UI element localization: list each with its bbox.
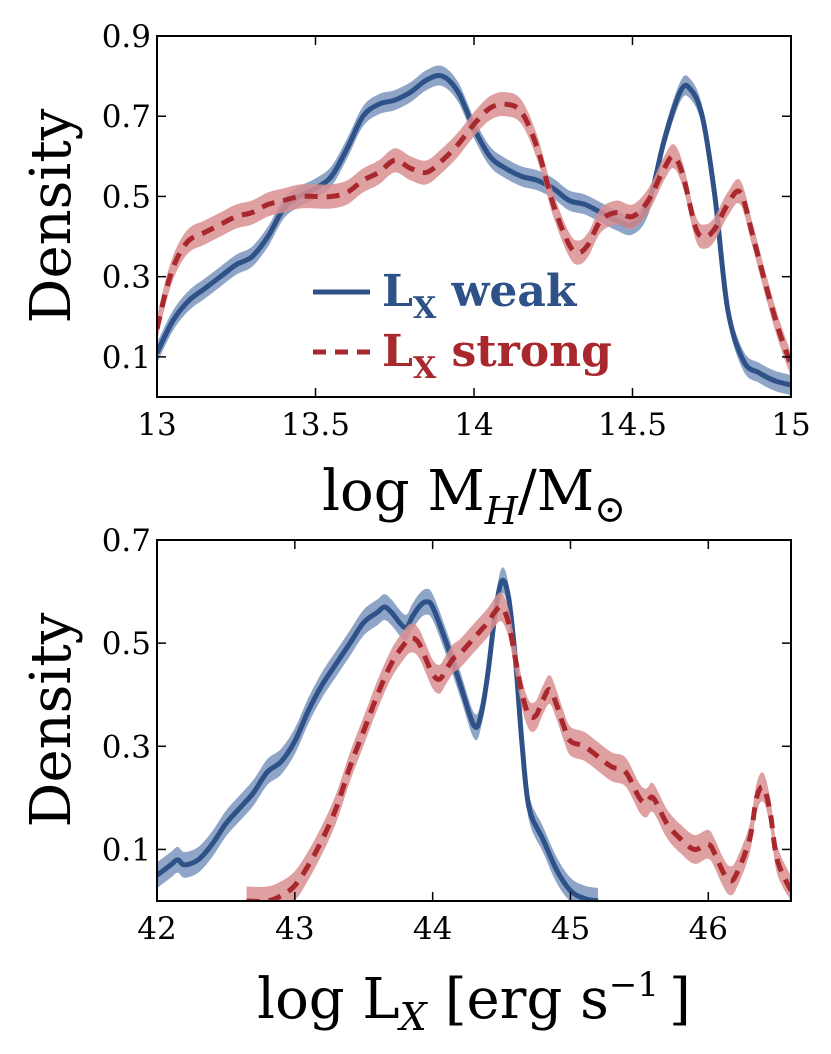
bottom-strong-band xyxy=(246,592,791,901)
bottom-xlabel-exp: −1 xyxy=(609,965,659,1005)
top-xtick-label: 13.5 xyxy=(281,407,350,443)
top-ytick-label: 0.5 xyxy=(102,179,151,215)
top-x-axis-label: log MH/M⊙ xyxy=(322,459,626,533)
bottom-xlabel-sub: X xyxy=(397,995,429,1039)
top-xlabel-slash: /M xyxy=(518,459,594,524)
bottom-plot-area xyxy=(157,567,791,901)
bottom-weak-line xyxy=(157,577,599,901)
bottom-xlabel-main: log L xyxy=(257,967,399,1032)
legend-strong-suffix: strong xyxy=(436,326,612,377)
top-xlabel-main: log M xyxy=(322,459,485,524)
bottom-xtick-label: 44 xyxy=(413,911,452,947)
top-ticks: 13 13.5 14 14.5 15 0.1 0.3 0.5 0.7 0.9 xyxy=(102,19,811,443)
bottom-weak-band xyxy=(157,567,599,901)
top-ytick-label: 0.7 xyxy=(102,99,151,135)
legend-weak-sub: X xyxy=(413,291,437,326)
top-xlabel-sub: H xyxy=(484,489,519,533)
bottom-ticks: 42 43 44 45 46 0.1 0.3 0.5 0.7 xyxy=(102,523,791,947)
bottom-xlabel-units: [erg s xyxy=(445,967,609,1032)
bottom-ytick-label: 0.7 xyxy=(102,523,151,559)
top-xtick-label: 14.5 xyxy=(598,407,667,443)
top-ytick-label: 0.1 xyxy=(102,340,151,376)
bottom-ytick-label: 0.5 xyxy=(102,626,151,662)
top-ytick-label: 0.3 xyxy=(102,260,151,296)
bottom-ytick-label: 0.3 xyxy=(102,729,151,765)
top-y-axis-label: Density xyxy=(19,108,84,323)
legend: LX weak LX strong xyxy=(313,266,612,386)
top-weak-line xyxy=(157,73,791,388)
legend-weak-suffix: weak xyxy=(436,266,578,317)
legend-strong-base: L xyxy=(382,326,413,377)
panel-bottom: 42 43 44 45 46 0.1 0.3 0.5 0.7 Density log LX [er… xyxy=(19,523,792,1039)
legend-strong-sub: X xyxy=(413,351,437,386)
top-xlabel-sun: ⊙ xyxy=(594,487,626,531)
panel-top: 13 13.5 14 14.5 15 0.1 0.3 0.5 0.7 0.9 Density lo… xyxy=(19,19,811,533)
bottom-xtick-label: 46 xyxy=(689,911,728,947)
top-xtick-label: 13 xyxy=(137,407,176,443)
legend-weak-label: LX weak xyxy=(382,266,578,326)
top-plot-area xyxy=(157,65,791,395)
bottom-strong-line xyxy=(246,604,791,901)
legend-weak-base: L xyxy=(382,266,413,317)
top-xtick-label: 14 xyxy=(454,407,493,443)
top-xtick-label: 15 xyxy=(771,407,810,443)
bottom-xtick-label: 45 xyxy=(551,911,590,947)
bottom-ytick-label: 0.1 xyxy=(102,832,151,868)
legend-strong-label: LX strong xyxy=(382,326,612,386)
bottom-xlabel-close: ] xyxy=(669,967,691,1032)
bottom-xtick-label: 42 xyxy=(137,911,176,947)
bottom-y-axis-label: Density xyxy=(19,612,84,827)
bottom-xtick-label: 43 xyxy=(275,911,314,947)
top-ytick-label: 0.9 xyxy=(102,19,151,55)
bottom-axes-frame xyxy=(156,539,792,902)
bottom-x-axis-label: log LX [erg s−1] xyxy=(257,965,691,1039)
